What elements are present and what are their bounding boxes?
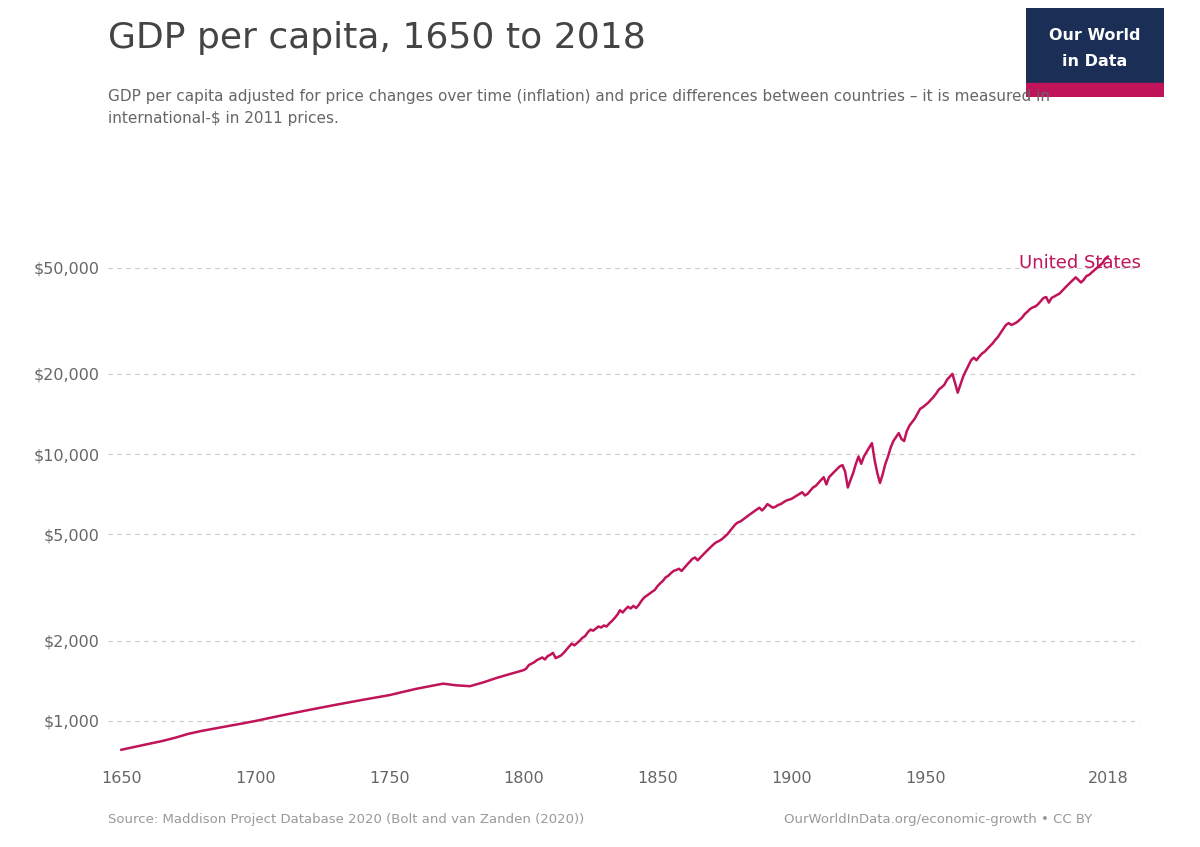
Bar bbox=[1026, 83, 1164, 97]
Text: in Data: in Data bbox=[1062, 54, 1128, 69]
Text: GDP per capita, 1650 to 2018: GDP per capita, 1650 to 2018 bbox=[108, 21, 646, 55]
Text: GDP per capita adjusted for price changes over time (inflation) and price differ: GDP per capita adjusted for price change… bbox=[108, 89, 1050, 126]
Text: Our World: Our World bbox=[1049, 28, 1141, 42]
Text: OurWorldInData.org/economic-growth • CC BY: OurWorldInData.org/economic-growth • CC … bbox=[784, 813, 1092, 826]
Text: Source: Maddison Project Database 2020 (Bolt and van Zanden (2020)): Source: Maddison Project Database 2020 (… bbox=[108, 813, 584, 826]
Text: United States: United States bbox=[1019, 254, 1141, 272]
